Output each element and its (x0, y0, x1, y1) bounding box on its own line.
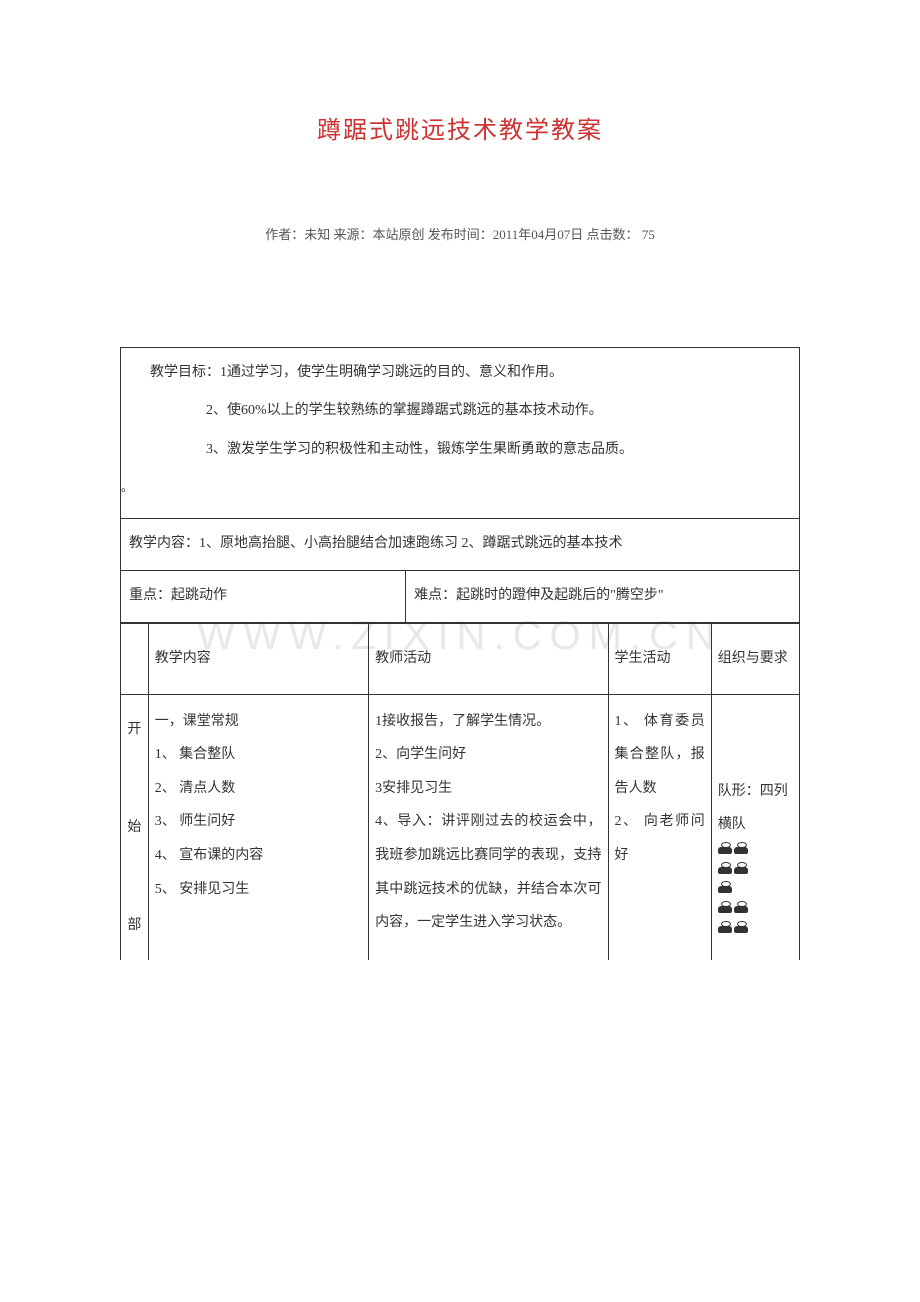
schedule-table: 教学内容 教师活动 学生活动 组织与要求 开 始 部 一，课堂常规 1、 集合整… (120, 623, 800, 960)
goals-cell: 教学目标：1通过学习，使学生明确学习跳远的目的、意义和作用。 2、使60%以上的… (121, 347, 800, 519)
person-icon (718, 881, 732, 893)
page-title: 蹲踞式跳远技术教学教案 (0, 110, 920, 153)
person-icon (734, 901, 748, 913)
period-mark: 。 (121, 474, 791, 500)
meta-line: 作者：未知 来源：本站原创 发布时间：2011年04月07日 点击数： 75 (0, 223, 920, 246)
clicks-label: 点击数： (583, 227, 638, 242)
org-body-cell: 队形：四列横队 (711, 694, 799, 960)
pubtime: 2011年04月07日 (493, 227, 584, 242)
person-icon (718, 842, 732, 854)
header-student: 学生活动 (608, 623, 711, 694)
formation-row-4 (718, 901, 793, 919)
formation-row-1 (718, 842, 793, 860)
keypoint-cell: 重点：起跳动作 (121, 571, 406, 623)
content-title: 一，课堂常规 (155, 705, 362, 739)
stage-char-1: 开 (127, 722, 141, 737)
author: 未知 (304, 227, 330, 242)
stage-char-2: 始 (127, 820, 141, 835)
content-item-2: 2、 清点人数 (155, 772, 362, 806)
org-text: 队形：四列横队 (718, 775, 793, 842)
table-row: 开 始 部 一，课堂常规 1、 集合整队 2、 清点人数 3、 师生问好 4、 … (121, 694, 800, 960)
person-icon (734, 862, 748, 874)
header-teacher: 教师活动 (369, 623, 608, 694)
goals-label: 教学目标： (150, 365, 220, 380)
clicks: 75 (639, 227, 655, 242)
formation-row-3 (718, 881, 793, 899)
content-item-3: 3、 师生问好 (155, 805, 362, 839)
content-cell: 教学内容：1、原地高抬腿、小高抬腿结合加速跑练习 2、蹲踞式跳远的基本技术 (121, 519, 800, 571)
header-org: 组织与要求 (711, 623, 799, 694)
header-stage (121, 623, 149, 694)
stage-char-3: 部 (127, 918, 141, 933)
content-body-cell: 一，课堂常规 1、 集合整队 2、 清点人数 3、 师生问好 4、 宣布课的内容… (148, 694, 368, 960)
teacher-item-4: 4、导入：讲评刚过去的校运会中，我班参加跳远比赛同学的表现，支持其中跳远技术的优… (375, 805, 601, 939)
teacher-body-cell: 1接收报告，了解学生情况。 2、向学生问好 3安排见习生 4、导入：讲评刚过去的… (369, 694, 608, 960)
pubtime-label: 发布时间： (425, 227, 493, 242)
intro-table: 教学目标：1通过学习，使学生明确学习跳远的目的、意义和作用。 2、使60%以上的… (120, 347, 800, 623)
student-body-cell: 1、 体育委员集合整队，报告人数 2、 向老师问好 (608, 694, 711, 960)
header-row: 教学内容 教师活动 学生活动 组织与要求 (121, 623, 800, 694)
person-icon (734, 842, 748, 854)
goal-2: 2、使60%以上的学生较熟练的掌握蹲踞式跳远的基本技术动作。 (129, 396, 791, 427)
author-label: 作者： (265, 227, 304, 242)
person-icon (718, 921, 732, 933)
teacher-item-2: 2、向学生问好 (375, 738, 601, 772)
formation-row-2 (718, 862, 793, 880)
source: 本站原创 (372, 227, 424, 242)
person-icon (734, 921, 748, 933)
teacher-item-3: 3安排见习生 (375, 772, 601, 806)
goal-1: 1通过学习，使学生明确学习跳远的目的、意义和作用。 (220, 365, 563, 380)
difficulty-cell: 难点：起跳时的蹬伸及起跳后的"腾空步" (406, 571, 800, 623)
content-item-1: 1、 集合整队 (155, 738, 362, 772)
header-content: 教学内容 (148, 623, 368, 694)
person-icon (718, 901, 732, 913)
formation-row-5 (718, 921, 793, 939)
teacher-item-1: 1接收报告，了解学生情况。 (375, 705, 601, 739)
student-1a: 1、 (615, 714, 639, 729)
stage-cell: 开 始 部 (121, 694, 149, 960)
content-wrap: 教学目标：1通过学习，使学生明确学习跳远的目的、意义和作用。 2、使60%以上的… (0, 347, 920, 960)
goal-3: 3、激发学生学习的积极性和主动性，锻炼学生果断勇敢的意志品质。 (129, 435, 791, 466)
content-item-5: 5、 安排见习生 (155, 873, 362, 907)
person-icon (718, 862, 732, 874)
content-item-4: 4、 宣布课的内容 (155, 839, 362, 873)
student-2a: 2、 (615, 814, 639, 829)
source-label: 来源： (330, 227, 372, 242)
